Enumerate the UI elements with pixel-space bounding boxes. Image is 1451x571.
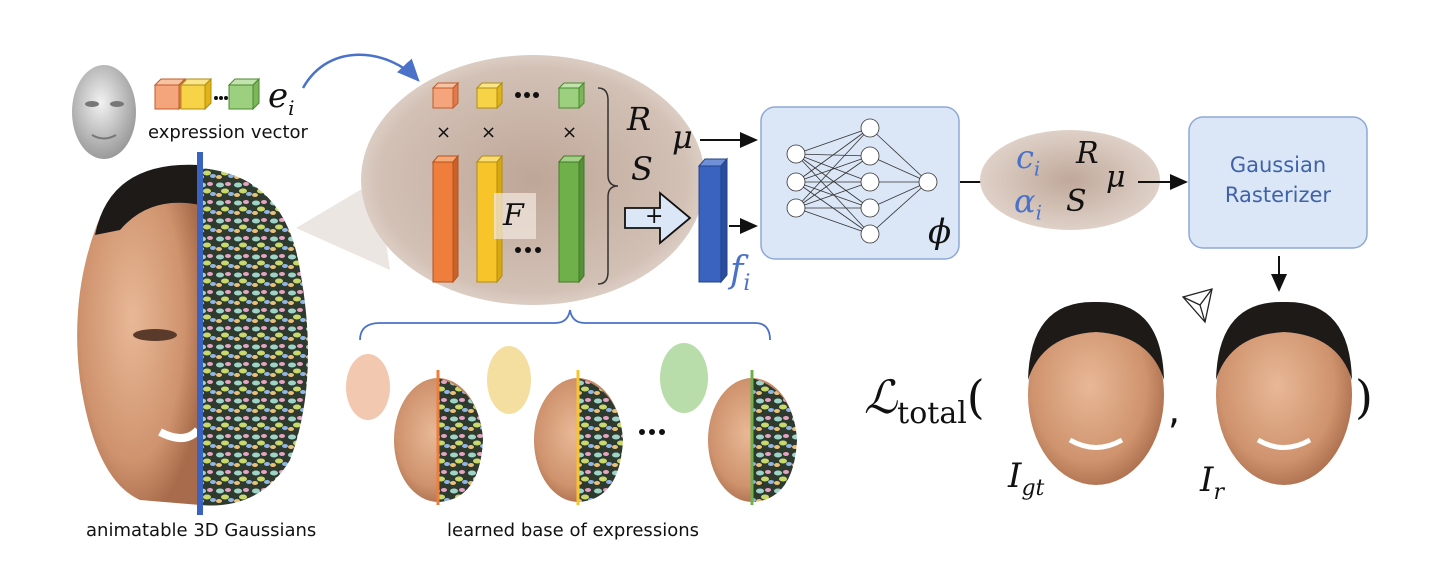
attributes-ellipse	[980, 130, 1160, 230]
loss-comma: ,	[1168, 388, 1181, 432]
F-symbol: F	[503, 198, 524, 233]
mlp-box	[760, 106, 960, 260]
expression-ellipse	[361, 55, 705, 305]
I-gt-symbol: Igt	[1008, 456, 1045, 501]
gt-face-image	[1028, 301, 1164, 485]
phi-symbol: ϕ	[928, 212, 952, 252]
c-i-symbol: ci	[1016, 138, 1041, 181]
neural-network-icon	[786, 118, 938, 244]
basis-bars	[431, 154, 586, 284]
animatable-label: animatable 3D Gaussians	[86, 520, 317, 541]
times-2: ×	[481, 122, 497, 143]
rasterizer-line-1: Gaussian	[1229, 153, 1327, 177]
times-1: ×	[436, 122, 452, 143]
S2-symbol: S	[1066, 184, 1087, 219]
rasterizer-box	[1188, 116, 1368, 249]
learned-base-label: learned base of expressions	[447, 520, 699, 541]
animatable-head-image	[77, 152, 308, 515]
curved-arrow	[301, 53, 420, 89]
f-i-symbol: fi	[730, 250, 751, 297]
expression-vector-cubes	[153, 77, 261, 111]
alpha-i-symbol: αi	[1014, 182, 1043, 225]
plus-symbol: +	[645, 204, 664, 229]
R-symbol: R	[627, 100, 652, 138]
times-3: ×	[562, 122, 578, 143]
mesh-head-icon	[72, 65, 136, 159]
sum-arrow	[624, 191, 692, 245]
rasterizer-label: Gaussian Rasterizer	[1189, 150, 1367, 210]
rasterizer-line-2: Rasterizer	[1224, 183, 1332, 207]
loss-close: )	[1355, 370, 1373, 424]
rendered-face-image	[1216, 301, 1352, 485]
expression-vector-label: expression vector	[148, 122, 308, 143]
loss-expression: ℒtotal(	[864, 370, 985, 432]
I-r-symbol: Ir	[1200, 460, 1224, 505]
camera-icon	[1181, 288, 1213, 324]
basis-faces	[346, 343, 797, 505]
ellipse-cubes	[431, 81, 586, 110]
mu-symbol: μ	[672, 118, 693, 156]
right-brace	[597, 87, 619, 285]
mu2-symbol: μ	[1106, 160, 1126, 195]
bottom-brace	[359, 309, 771, 341]
feature-bar	[697, 157, 729, 284]
R2-symbol: R	[1076, 136, 1099, 171]
S-symbol: S	[631, 150, 653, 188]
e-i-symbol: ei	[268, 76, 295, 120]
